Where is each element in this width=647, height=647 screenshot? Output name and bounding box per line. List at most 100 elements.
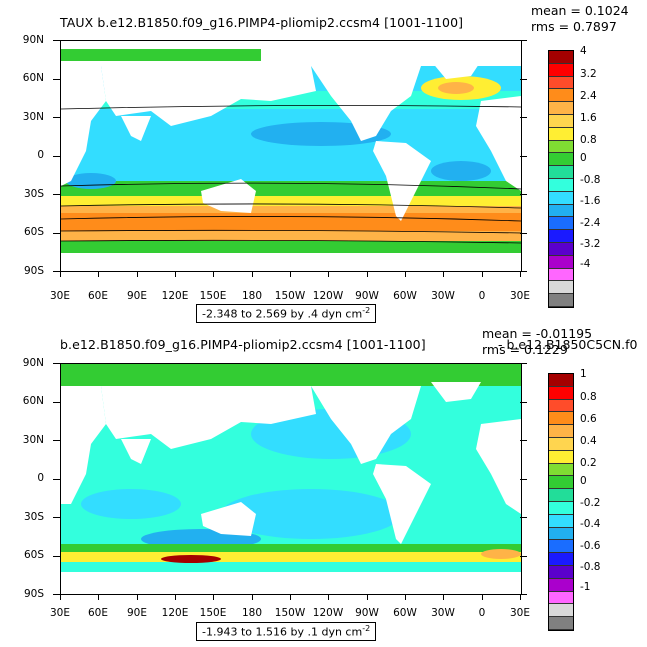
- colorbar-swatch: [549, 191, 573, 205]
- lat-tick: [53, 363, 60, 364]
- lon-label: 30E: [50, 290, 70, 302]
- colorbar-swatch: [549, 204, 573, 218]
- colorbar-swatch: [549, 463, 573, 477]
- colorbar-label: -0.8: [580, 174, 601, 186]
- lat-label-90n: 90N: [22, 357, 44, 369]
- lon-tick: [136, 271, 138, 277]
- map-plot: [60, 40, 522, 272]
- lat-tick: [520, 271, 527, 272]
- colorbar-swatch: [549, 617, 573, 630]
- colorbar-swatch: [549, 255, 573, 269]
- colorbar-label: 4: [580, 45, 587, 57]
- colorbar-swatch: [549, 374, 573, 387]
- colorbar-swatch: [549, 166, 573, 179]
- colorbar-swatch: [549, 153, 573, 167]
- colorbar-swatch: [549, 489, 573, 502]
- lat-label-90s: 90S: [23, 265, 44, 277]
- panel-title: TAUX b.e12.B1850.f09_g16.PIMP4-pliomip2.…: [60, 15, 464, 30]
- lat-tick: [520, 78, 527, 80]
- colorbar-swatch: [549, 501, 573, 515]
- lon-label: 60E: [88, 290, 108, 302]
- lat-label-30s: 30S: [23, 188, 44, 200]
- lon-label: 150E: [199, 290, 227, 302]
- colorbar-swatch: [549, 51, 573, 64]
- lon-tick: [366, 271, 368, 277]
- lat-label-eq: 0: [37, 149, 44, 161]
- lon-tick: [60, 594, 61, 600]
- colorbar-swatch: [549, 437, 573, 451]
- colorbar-label: 2.4: [580, 90, 597, 102]
- lat-label-30n: 30N: [22, 434, 44, 446]
- lon-tick: [519, 271, 521, 277]
- lon-label: 90E: [127, 290, 147, 302]
- colorbar-swatch: [549, 578, 573, 592]
- lat-tick: [53, 194, 60, 195]
- colorbar-label: 0.8: [580, 391, 597, 403]
- colorbar-swatch: [549, 114, 573, 128]
- lat-tick: [53, 117, 60, 118]
- colorbar-swatch: [549, 281, 573, 295]
- lon-label: 60W: [393, 607, 417, 619]
- lon-label: 120E: [161, 290, 189, 302]
- colorbar-swatch: [549, 386, 573, 400]
- lon-tick: [481, 271, 483, 277]
- lat-label-30n: 30N: [22, 111, 44, 123]
- lon-tick: [213, 594, 215, 600]
- contour-range-exponent: -2: [362, 306, 371, 315]
- colorbar-label: 3.2: [580, 68, 597, 80]
- lon-label: 30W: [431, 607, 455, 619]
- lon-label: 30E: [510, 290, 530, 302]
- colorbar-swatch: [549, 591, 573, 605]
- colorbar-swatch: [549, 63, 573, 77]
- colorbar-swatch: [549, 89, 573, 103]
- colorbar-label: 0.4: [580, 435, 597, 447]
- lat-label-30s: 30S: [23, 511, 44, 523]
- lon-tick: [251, 594, 253, 600]
- colorbar-swatch: [549, 425, 573, 438]
- lon-label: 90W: [355, 607, 379, 619]
- lon-tick: [60, 271, 61, 277]
- colorbar-label: -0.4: [580, 518, 601, 530]
- colorbar-swatch: [549, 399, 573, 413]
- colorbar-swatch: [549, 76, 573, 90]
- colorbar-swatch: [549, 178, 573, 192]
- colorbar-swatch: [549, 294, 573, 307]
- lon-tick: [481, 594, 483, 600]
- lon-tick: [98, 594, 100, 600]
- panel-bottom: b.e12.B1850.f09_g16.PIMP4-pliomip2.ccsm4…: [0, 323, 647, 646]
- colorbar-label: -0.8: [580, 561, 601, 573]
- lat-label-eq: 0: [37, 472, 44, 484]
- lon-tick: [443, 594, 445, 600]
- colorbar-swatch: [549, 127, 573, 141]
- colorbar-label: -0.6: [580, 540, 601, 552]
- colorbar-label: -1.6: [580, 195, 601, 207]
- contour-range: -2.348 to 2.569 by .4 dyn cm: [202, 307, 363, 321]
- lat-tick: [53, 78, 60, 80]
- lat-tick: [520, 401, 527, 403]
- lon-label: 30E: [510, 607, 530, 619]
- contour-range: -1.943 to 1.516 by .1 dyn cm: [202, 625, 363, 639]
- map-plot: [60, 363, 522, 595]
- colorbar-swatch: [549, 540, 573, 554]
- lon-label: 0: [478, 607, 486, 619]
- colorbar-label: 0.8: [580, 134, 597, 146]
- lon-tick: [174, 594, 176, 600]
- lat-tick: [53, 271, 60, 272]
- colorbar-label: 0.2: [580, 457, 597, 469]
- colorbar-label: 0.6: [580, 413, 597, 425]
- colorbar-label: 1: [580, 368, 587, 380]
- lat-tick: [520, 517, 527, 518]
- colorbar-swatch: [549, 268, 573, 282]
- diff-subtitle: - b.e12.B1850C5CN.f0: [498, 337, 638, 352]
- colorbar-swatch: [549, 242, 573, 256]
- colorbar-label: 1.6: [580, 112, 597, 124]
- lat-tick: [53, 40, 60, 41]
- colorbar-swatch: [549, 476, 573, 490]
- lat-tick: [53, 517, 60, 518]
- lon-tick: [404, 594, 406, 600]
- colorbar: [548, 50, 574, 308]
- lat-tick: [520, 555, 527, 557]
- lat-tick: [520, 440, 527, 441]
- lon-tick: [98, 271, 100, 277]
- lon-label: 30E: [50, 607, 70, 619]
